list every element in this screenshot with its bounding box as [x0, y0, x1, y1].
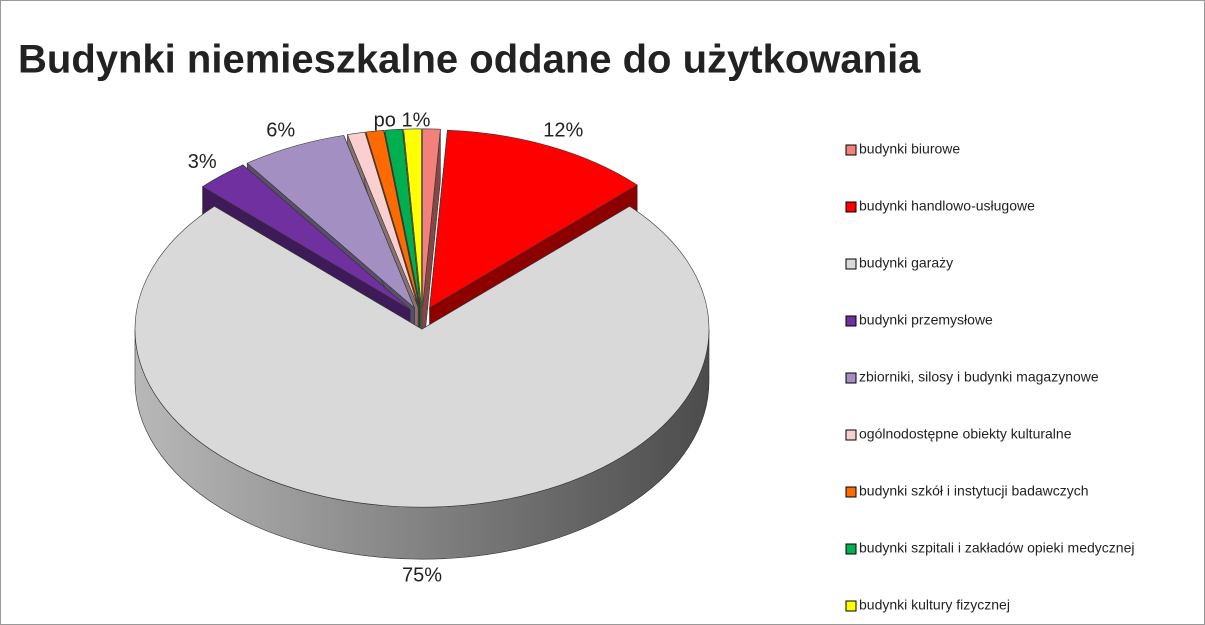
legend-label: budynki szpitali i zakładów opieki medyc…: [859, 540, 1134, 556]
legend-swatch: [845, 600, 857, 612]
data-label: 3%: [188, 151, 217, 173]
slice: [202, 164, 411, 310]
legend-label: budynki biurowe: [859, 141, 960, 157]
annotation: po 1%: [374, 109, 431, 131]
legend-swatch: [845, 258, 857, 270]
legend-swatch: [845, 144, 857, 156]
pie: 12% 6% 3% 75%: [134, 120, 710, 586]
legend-label: zbiorniki, silosy i budynki magazynowe: [859, 369, 1099, 385]
slice: [347, 131, 419, 308]
data-label: 12%: [543, 120, 583, 142]
slice-group: [134, 205, 710, 560]
legend: budynki biurowe budynki handlowo-usługowe…: [845, 141, 1134, 613]
legend-label: ogólnodostępne obiekty kulturalne: [859, 426, 1072, 442]
slice: [429, 129, 638, 309]
legend-label: budynki przemysłowe: [859, 312, 993, 328]
legend-label: budynki garaży: [859, 255, 953, 271]
legend-label: budynki kultury fizycznej: [859, 597, 1010, 613]
legend-label: budynki handlowo-usługowe: [859, 198, 1035, 214]
legend-swatch: [845, 486, 857, 498]
slice: [403, 128, 422, 307]
data-label: 75%: [402, 564, 442, 586]
chart-title: Budynki niemieszkalne oddane do użytkowa…: [18, 38, 921, 82]
legend-swatch: [845, 543, 857, 555]
slice: [365, 130, 420, 308]
slice: [422, 128, 441, 307]
legend-swatch: [845, 315, 857, 327]
slice: [384, 128, 421, 307]
legend-swatch: [845, 201, 857, 213]
legend-swatch: [845, 429, 857, 441]
legend-label: budynki szkół i instytucji badawczych: [859, 483, 1089, 499]
data-label: 6%: [266, 120, 295, 142]
slice: [134, 205, 710, 508]
slice: [246, 135, 415, 309]
legend-swatch: [845, 372, 857, 384]
